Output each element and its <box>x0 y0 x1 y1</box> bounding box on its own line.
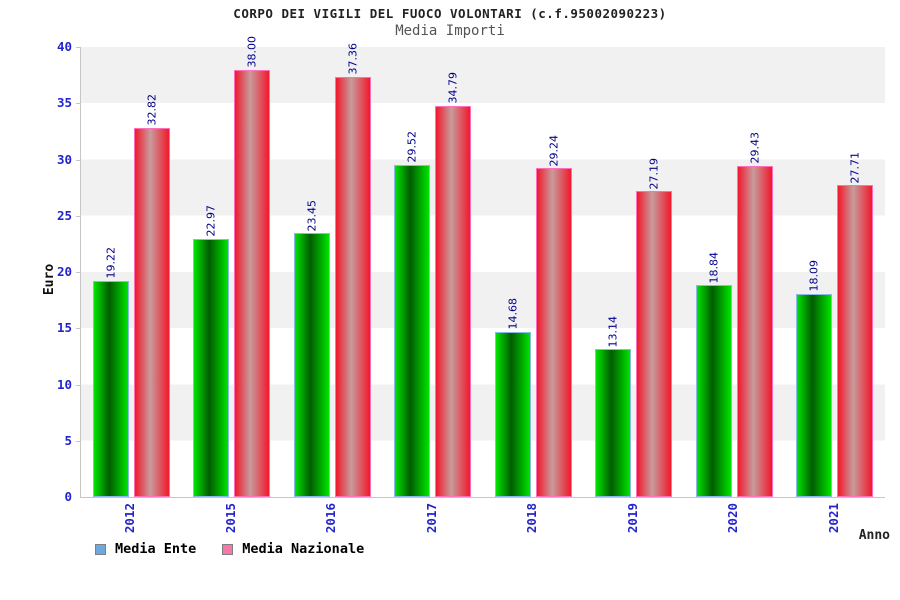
bar-group-2015: 22.97 38.00 <box>182 36 283 497</box>
y-tick-mark <box>76 103 80 105</box>
y-tick-label: 35 <box>56 95 72 111</box>
bar-group-2012: 19.22 32.82 <box>81 47 182 497</box>
bar-value-label: 23.45 <box>305 199 319 232</box>
bar-media-nazionale-2016: 37.36 <box>334 43 371 497</box>
y-tick-label: 30 <box>56 151 72 167</box>
bar-group-2018: 14.68 29.24 <box>483 47 584 497</box>
bar-value-label: 29.43 <box>748 132 762 164</box>
bar-media-ente-2016: 23.45 <box>293 200 330 497</box>
y-tick-mark <box>76 215 80 217</box>
x-tick-cell: 2020 <box>683 503 784 533</box>
y-tick-label: 0 <box>64 489 72 504</box>
y-tick-mark <box>76 328 80 330</box>
bar-value-label: 34.79 <box>446 72 460 104</box>
y-tick-mark <box>76 440 80 442</box>
x-tick-cell: 2015 <box>181 503 282 533</box>
legend-label: Media Nazionale <box>242 541 365 557</box>
x-tick-label-2015: 2015 <box>222 503 238 534</box>
bar-media-nazionale-2020: 29.43 <box>736 132 773 497</box>
bar-value-label: 38.00 <box>245 36 259 68</box>
x-axis-label: Anno <box>858 528 890 543</box>
legend-item-media-nazionale: Media Nazionale <box>222 541 364 557</box>
bar-value-label: 29.24 <box>547 134 561 167</box>
x-tick-label-2018: 2018 <box>524 503 539 534</box>
y-tick-mark <box>76 159 80 161</box>
bar-group-2017: 29.52 34.79 <box>383 47 484 497</box>
bar-group-2019: 13.14 27.19 <box>584 47 685 497</box>
x-tick-label-2012: 2012 <box>122 503 137 534</box>
bar-media-nazionale-2012: 32.82 <box>133 94 170 497</box>
bar-value-label: 13.14 <box>606 315 620 348</box>
y-tick-label: 5 <box>64 432 72 448</box>
bar-value-label: 37.36 <box>346 43 360 75</box>
x-axis-labels: 2012 2015 2016 2017 2018 2019 2020 2021 <box>80 503 884 533</box>
chart-title: CORPO DEI VIGILI DEL FUOCO VOLONTARI (c.… <box>233 6 667 21</box>
bar-media-nazionale-2019: 27.19 <box>636 158 673 497</box>
bar-media-nazionale-2021: 27.71 <box>837 152 874 497</box>
x-tick-label-2016: 2016 <box>323 503 338 534</box>
bar-media-nazionale-2018: 29.24 <box>535 135 572 497</box>
bar-value-label: 27.19 <box>647 157 661 190</box>
y-tick-label: 25 <box>56 207 72 223</box>
bar-media-ente-2021: 18.09 <box>796 260 833 497</box>
bar-media-nazionale-2015: 38.00 <box>234 36 271 497</box>
bar-value-label: 19.22 <box>104 247 118 279</box>
x-tick-cell: 2019 <box>583 503 684 533</box>
bar-value-label: 14.68 <box>506 298 520 330</box>
x-tick-label-2021: 2021 <box>825 503 841 534</box>
bar-media-ente-2019: 13.14 <box>595 316 632 497</box>
bar-group-2020: 18.84 29.43 <box>684 47 785 497</box>
y-tick-mark <box>76 384 80 386</box>
bar-groups: 19.22 32.82 22.97 38.00 23.45 37.36 29.52 34.79… <box>81 36 886 497</box>
bar-media-ente-2017: 29.52 <box>394 131 431 497</box>
x-tick-label-2019: 2019 <box>624 503 640 534</box>
x-tick-cell: 2018 <box>482 503 583 533</box>
bar-group-2021: 18.09 27.71 <box>785 47 886 497</box>
bar-value-label: 18.09 <box>807 260 821 292</box>
y-tick-label: 15 <box>56 320 72 336</box>
bar-value-label: 18.84 <box>707 251 721 284</box>
bar-group-2016: 23.45 37.36 <box>282 43 383 497</box>
x-tick-label-2017: 2017 <box>423 503 439 534</box>
x-tick-cell: 2012 <box>80 503 181 533</box>
x-tick-cell: 2017 <box>382 503 483 533</box>
legend-swatch-icon <box>95 543 106 555</box>
bar-media-ente-2015: 22.97 <box>193 205 230 497</box>
bar-value-label: 27.71 <box>848 151 862 184</box>
bar-value-label: 32.82 <box>145 94 159 126</box>
x-tick-cell: 2016 <box>281 503 382 533</box>
bar-media-ente-2012: 19.22 <box>92 247 129 497</box>
legend-item-media-ente: Media Ente <box>95 541 196 557</box>
legend: Media Ente Media Nazionale <box>95 541 364 557</box>
y-tick-label: 10 <box>56 376 72 392</box>
legend-swatch-icon <box>222 543 234 555</box>
x-tick-label-2020: 2020 <box>725 503 740 534</box>
bar-media-ente-2020: 18.84 <box>695 252 732 497</box>
bar-value-label: 29.52 <box>405 131 419 163</box>
plot-area: 19.22 32.82 22.97 38.00 23.45 37.36 29.52 34.79… <box>80 36 886 498</box>
y-tick-mark <box>76 47 80 48</box>
bar-media-nazionale-2017: 34.79 <box>435 72 472 497</box>
chart-subtitle: Media Importi <box>395 23 505 39</box>
y-tick-label: 20 <box>56 264 72 279</box>
bar-value-label: 22.97 <box>204 205 218 237</box>
legend-label: Media Ente <box>115 541 197 557</box>
bar-media-ente-2018: 14.68 <box>494 298 531 497</box>
y-tick-label: 40 <box>56 39 72 54</box>
y-tick-mark <box>76 272 80 273</box>
